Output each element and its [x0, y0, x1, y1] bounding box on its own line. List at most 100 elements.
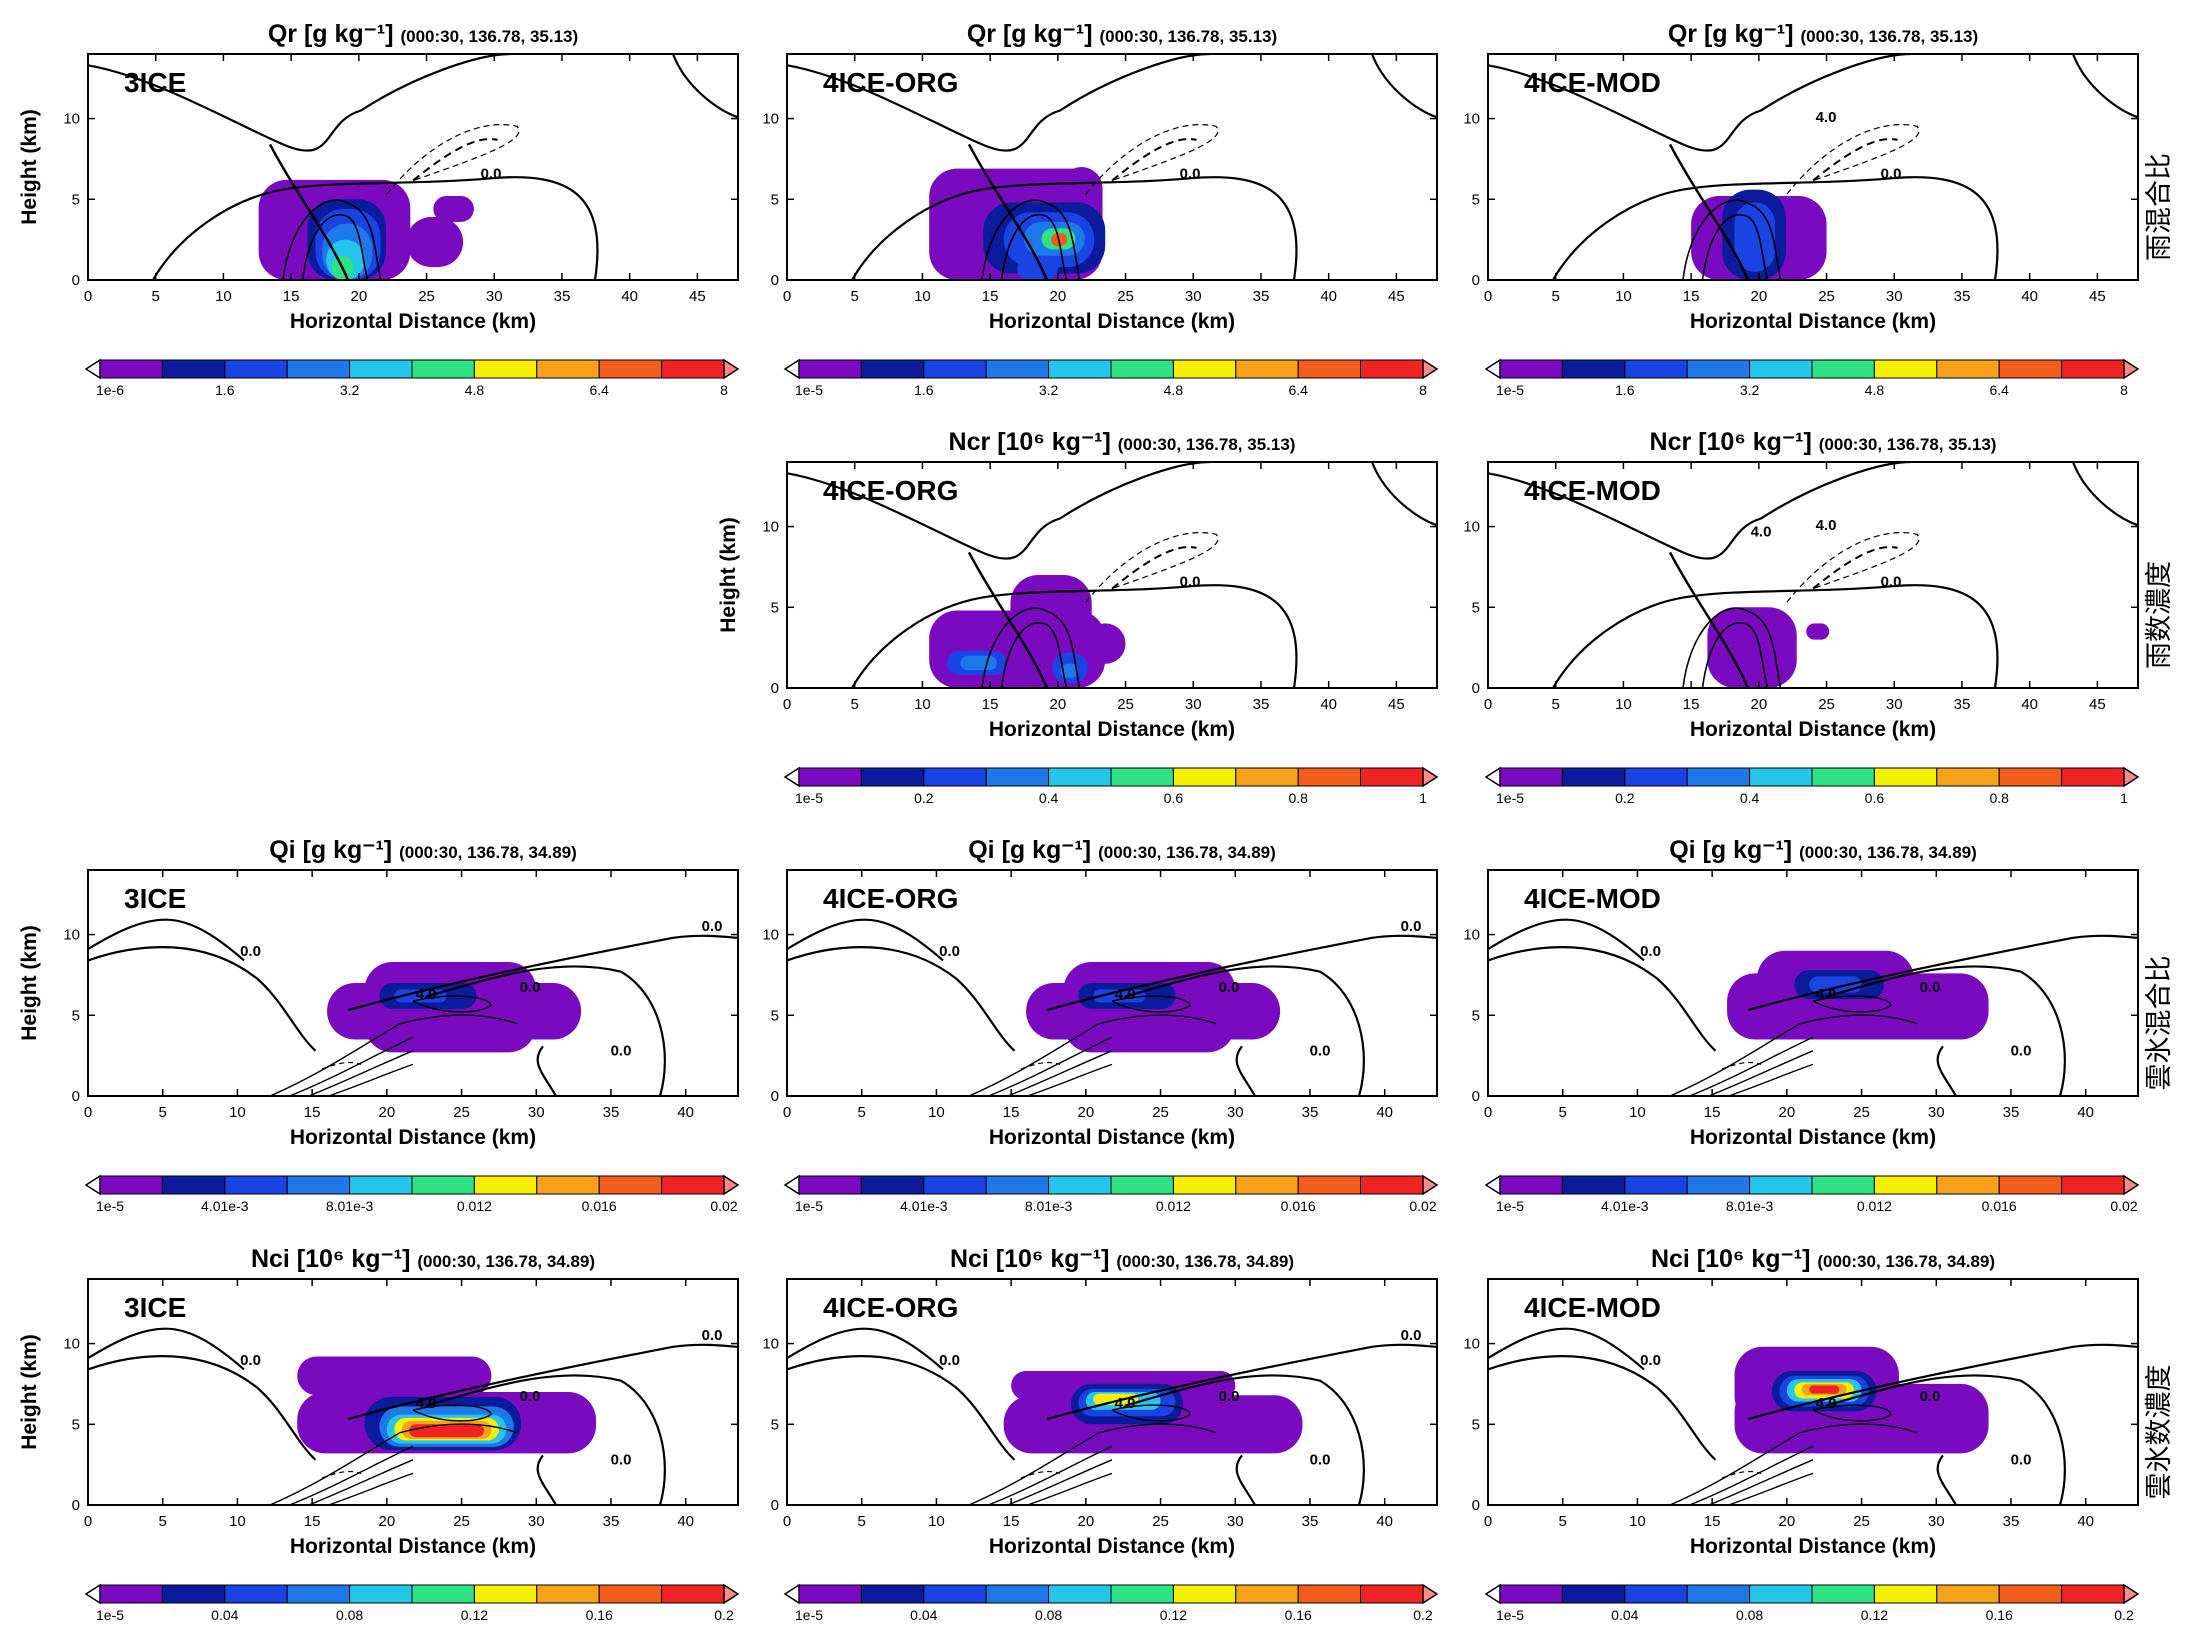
contour-line-7	[1708, 1459, 1814, 1505]
panel-qr-4ice-org: Qr [g kg⁻¹] (000:30, 136.78, 35.13) 0.0 4I…	[762, 20, 1439, 398]
contour-line-3	[2071, 462, 2138, 527]
colorbar-bin	[1110, 767, 1174, 787]
colorbar-bin	[1561, 1175, 1626, 1195]
x-tick-label: 5	[1552, 696, 1560, 713]
colorbar-bin	[1110, 359, 1174, 379]
x-tick-label: 15	[982, 288, 999, 305]
colorbar-label: 4.01e-3	[900, 1198, 948, 1214]
contour-line-10	[1020, 1470, 1061, 1479]
colorbar-label: 0.012	[457, 1198, 492, 1214]
panel-units: [10⁶ kg⁻¹]	[297, 1245, 418, 1273]
x-axis-label: Horizontal Distance (km)	[290, 1126, 536, 1149]
shade-level-9	[409, 1424, 484, 1438]
colorbar-label: 0.016	[582, 1198, 617, 1214]
colorbar-label: 8	[1419, 382, 1427, 398]
x-tick-label: 15	[1704, 1104, 1721, 1121]
x-tick-label: 30	[528, 1104, 545, 1121]
shade-level-0	[406, 217, 464, 268]
contour-line-10	[321, 1061, 362, 1070]
x-tick-label: 40	[1376, 1104, 1393, 1121]
contour-label: 4.0	[1115, 986, 1136, 1003]
colorbar-bin	[1561, 767, 1626, 787]
contour-label: 0.0	[939, 943, 960, 960]
y-tick-label: 10	[762, 1336, 779, 1353]
x-tick-label: 25	[1117, 288, 1134, 305]
colorbar: 1e-5 0.2 0.4 0.6 0.8 1	[783, 766, 1439, 806]
colorbar-label: 1e-5	[795, 1607, 823, 1623]
colorbar-label: 8.01e-3	[326, 1198, 374, 1214]
x-tick-label: 35	[1954, 696, 1971, 713]
y-axis-label: Height (km)	[18, 109, 41, 225]
x-tick-label: 15	[982, 696, 999, 713]
experiment-label: 4ICE-ORG	[823, 1292, 958, 1323]
panel-title: Qr [g kg⁻¹] (000:30, 136.78, 35.13)	[1668, 20, 1978, 48]
contour-line-8	[1027, 1063, 1113, 1096]
colorbar-bin	[1297, 359, 1362, 379]
colorbar-label: 0.6	[1865, 790, 1885, 806]
colorbar-bin	[1811, 1175, 1875, 1195]
y-tick-label: 0	[771, 680, 779, 697]
x-tick-label: 15	[283, 288, 300, 305]
colorbar: 1e-5 1.6 3.2 4.8 6.4 8	[783, 358, 1439, 398]
x-tick-label: 40	[2021, 696, 2038, 713]
panel-units: [10⁶ kg⁻¹]	[997, 428, 1118, 456]
colorbar-label: 0.16	[1986, 1607, 2013, 1623]
contour-line-7	[308, 1459, 414, 1505]
colorbar-bin	[1998, 767, 2063, 787]
contour-line-0	[88, 946, 317, 1052]
colorbar-bin	[1235, 767, 1299, 787]
contour-label: 0.0	[1310, 1451, 1331, 1468]
colorbar-bin	[1499, 359, 1563, 379]
x-tick-label: 35	[1954, 288, 1971, 305]
colorbar-label: 8.01e-3	[1025, 1198, 1073, 1214]
colorbar-bin	[1297, 1584, 1362, 1604]
colorbar-bin	[2061, 1584, 2125, 1604]
x-tick-label: 30	[1227, 1104, 1244, 1121]
colorbar-label: 1e-5	[96, 1607, 124, 1623]
x-tick-label: 40	[1320, 288, 1337, 305]
contour-line-7	[1812, 546, 1898, 590]
colorbar-max-arrow	[2123, 766, 2140, 788]
x-tick-label: 15	[304, 1513, 321, 1530]
contour-label: 4.0	[1816, 517, 1837, 534]
colorbar-bin	[860, 1584, 925, 1604]
colorbar-bin	[985, 1175, 1050, 1195]
contour-line-8	[1027, 1472, 1113, 1505]
colorbar-label: 0.12	[461, 1607, 488, 1623]
plot-frame	[786, 53, 1438, 281]
colorbar-label: 1e-6	[96, 382, 124, 398]
contour-line-3	[671, 54, 738, 119]
colorbar-min-arrow	[783, 766, 800, 788]
colorbar-bin	[536, 1175, 600, 1195]
contour-line-2	[787, 54, 1210, 152]
x-tick-label: 40	[2077, 1104, 2094, 1121]
contour-line-1	[851, 176, 1298, 280]
x-tick-label: 45	[1388, 696, 1405, 713]
x-tick-label: 25	[1853, 1513, 1870, 1530]
contour-layer	[1488, 462, 2138, 688]
colorbar-bin	[2061, 1175, 2125, 1195]
colorbar-bin	[1873, 359, 1938, 379]
panel-info: (000:30, 136.78, 35.13)	[1099, 27, 1277, 46]
contour-label: 0.0	[611, 1451, 632, 1468]
colorbar-bin	[1811, 767, 1875, 787]
contour-line-6	[988, 1036, 1113, 1096]
panel-qi-3ice: Qi [g kg⁻¹] (000:30, 136.78, 34.89) 0.0 0.…	[18, 836, 740, 1214]
contour-line-9	[1111, 995, 1191, 1013]
x-tick-label: 5	[1559, 1513, 1567, 1530]
contour-label: 0.0	[520, 979, 541, 996]
colorbar-bin	[1172, 1584, 1237, 1604]
colorbar-label: 1.6	[1615, 382, 1635, 398]
x-tick-label: 0	[84, 1104, 92, 1121]
panel-info: (000:30, 136.78, 35.13)	[1800, 27, 1978, 46]
x-tick-label: 25	[1818, 288, 1835, 305]
x-tick-label: 0	[783, 288, 791, 305]
colorbar-bin	[1297, 1175, 1362, 1195]
colorbar-min-arrow	[783, 1583, 800, 1605]
colorbar-label: 3.2	[1039, 382, 1059, 398]
x-axis-label: Horizontal Distance (km)	[1690, 718, 1936, 741]
contour-line-0	[967, 143, 1049, 280]
contour-line-5	[269, 1014, 518, 1096]
x-tick-label: 0	[1484, 1513, 1492, 1530]
panel-qi-4ice-mod: Qi [g kg⁻¹] (000:30, 136.78, 34.89) 0.0 0.…	[1463, 836, 2140, 1214]
